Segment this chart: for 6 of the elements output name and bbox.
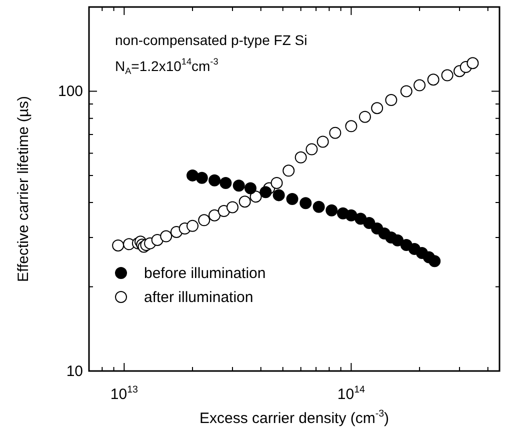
legend-label: after illumination (144, 289, 254, 306)
annotation: non-compensated p-type FZ Si (115, 32, 308, 48)
y-axis-title: Effective carrier lifetime (µs) (15, 96, 32, 282)
y-tick-label: 100 (58, 83, 84, 100)
y-tick-label: 10 (66, 363, 84, 380)
legend-label: before illumination (144, 265, 266, 282)
